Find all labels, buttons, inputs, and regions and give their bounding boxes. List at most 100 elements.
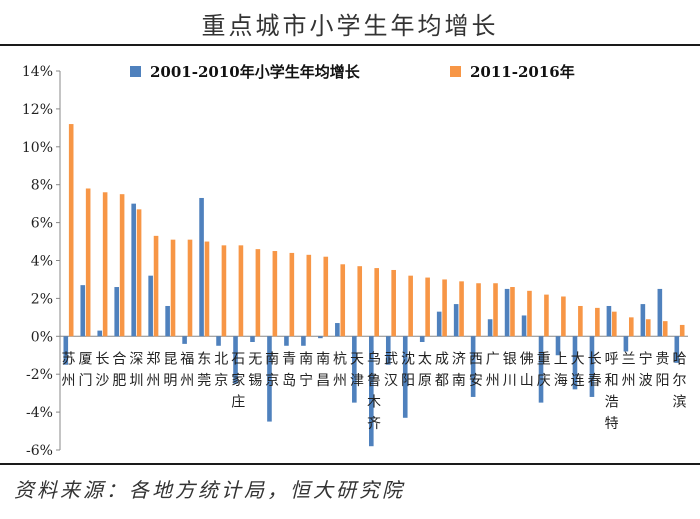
category-label: 太原 — [418, 351, 432, 389]
bar-2001-2010 — [318, 336, 323, 339]
category-label: 大连 — [571, 351, 585, 389]
category-label: 东莞 — [197, 351, 211, 389]
bar-2001-2010 — [555, 336, 561, 356]
bar-2001-2010 — [623, 336, 629, 352]
bar-2001-2010 — [589, 336, 595, 397]
bar-2001-2010 — [419, 336, 425, 342]
category-label: 杭州 — [333, 351, 347, 389]
category-label: 贵阳 — [656, 351, 670, 389]
bar-2001-2010 — [352, 336, 357, 403]
bar-2001-2010 — [385, 336, 391, 365]
bar-2011-2016 — [510, 287, 515, 337]
bar-2001-2010 — [80, 285, 86, 337]
bar-2011-2016 — [204, 241, 210, 337]
bar-2001-2010 — [504, 288, 510, 337]
bar-2001-2010 — [97, 330, 103, 337]
bar-2001-2010 — [301, 336, 306, 346]
bar-2011-2016 — [595, 307, 600, 337]
y-tick-label: 6% — [31, 216, 53, 232]
y-tick-label: 0% — [31, 329, 53, 345]
category-label: 济南 — [452, 351, 466, 389]
category-label: 青岛 — [282, 351, 296, 389]
chart-axes: -6% -4% -2% 0% 2% 4% 6% 8% 10% 12% 14% — [22, 64, 688, 459]
chart-bars — [63, 124, 685, 447]
bar-2011-2016 — [527, 290, 532, 337]
category-label: 银川 — [503, 351, 517, 389]
bar-2001-2010 — [284, 336, 289, 346]
bar-2011-2016 — [323, 256, 329, 337]
bar-2011-2016 — [221, 245, 227, 337]
bar-2011-2016 — [68, 124, 74, 337]
bar-2001-2010 — [453, 304, 459, 337]
bar-2011-2016 — [170, 239, 176, 337]
category-label: 郑州 — [146, 351, 160, 389]
category-label: 广州 — [486, 351, 500, 389]
bar-2001-2010 — [538, 336, 544, 403]
category-label: 宁波 — [639, 350, 653, 389]
category-label: 石家庄 — [231, 351, 245, 410]
bar-chart: -6% -4% -2% 0% 2% 4% 6% 8% 10% 12% 14% 2001-2010年小… — [22, 63, 688, 459]
category-label: 成都 — [435, 351, 449, 389]
bar-2011-2016 — [612, 311, 617, 337]
bar-2001-2010 — [436, 311, 442, 337]
y-tick-label: 10% — [22, 140, 53, 156]
category-label: 沈阳 — [401, 351, 415, 389]
bar-2001-2010 — [148, 275, 153, 337]
y-tick-label: 14% — [22, 64, 53, 80]
bar-2001-2010 — [131, 203, 136, 337]
category-label: 昆明 — [163, 351, 177, 389]
bar-2011-2016 — [662, 321, 668, 337]
source-note: 资料来源：各地方统计局，恒大研究院 — [14, 478, 405, 502]
bar-2001-2010 — [402, 336, 408, 418]
bar-2011-2016 — [102, 192, 108, 337]
category-label: 南京 — [265, 351, 279, 389]
bar-2011-2016 — [187, 239, 193, 337]
category-label: 无锡 — [248, 351, 262, 389]
bar-2001-2010 — [606, 305, 612, 337]
y-tick-label: 4% — [31, 254, 53, 270]
category-label: 苏州 — [61, 351, 75, 389]
bar-2011-2016 — [578, 305, 583, 337]
y-tick-label: -4% — [26, 405, 53, 421]
category-label: 上海 — [554, 351, 568, 389]
bar-2011-2016 — [442, 279, 447, 337]
bar-2001-2010 — [369, 336, 374, 447]
bar-2011-2016 — [679, 324, 685, 337]
category-label: 长春 — [588, 351, 602, 389]
bar-2001-2010 — [487, 319, 493, 337]
bar-2011-2016 — [306, 254, 312, 337]
bar-2001-2010 — [216, 336, 221, 346]
legend-label: 2001-2010年小学生年均增长 — [150, 63, 361, 81]
bar-2011-2016 — [459, 281, 464, 337]
bar-2001-2010 — [165, 305, 170, 337]
bar-2001-2010 — [657, 288, 663, 337]
bar-2001-2010 — [114, 287, 120, 337]
category-label: 乌鲁木齐 — [367, 351, 381, 432]
y-tick-label: 12% — [22, 102, 53, 118]
category-label: 北京 — [214, 351, 228, 389]
bar-2001-2010 — [674, 336, 680, 363]
bar-2001-2010 — [267, 336, 272, 422]
category-label: 佛山 — [520, 351, 534, 389]
bar-2011-2016 — [272, 251, 278, 337]
category-label: 南昌 — [316, 351, 330, 389]
bar-2011-2016 — [85, 188, 91, 337]
category-label: 厦门 — [78, 351, 92, 389]
y-tick-label: 8% — [31, 178, 53, 194]
bar-2001-2010 — [63, 336, 69, 365]
category-label: 深圳 — [129, 351, 143, 389]
legend-swatch — [450, 66, 461, 77]
bar-2011-2016 — [476, 283, 481, 337]
bar-2011-2016 — [374, 268, 379, 337]
chart-legend: 2001-2010年小学生年均增长 2011-2016年 — [130, 63, 575, 81]
bar-2011-2016 — [628, 317, 634, 337]
bar-2011-2016 — [255, 249, 261, 337]
category-label: 武汉 — [384, 351, 398, 389]
bar-2011-2016 — [119, 194, 125, 337]
bar-2001-2010 — [640, 304, 646, 337]
bar-2001-2010 — [572, 336, 578, 390]
bar-2001-2010 — [521, 315, 527, 337]
category-label: 天津 — [350, 351, 364, 389]
bar-2011-2016 — [493, 283, 498, 337]
bar-2011-2016 — [391, 269, 396, 337]
